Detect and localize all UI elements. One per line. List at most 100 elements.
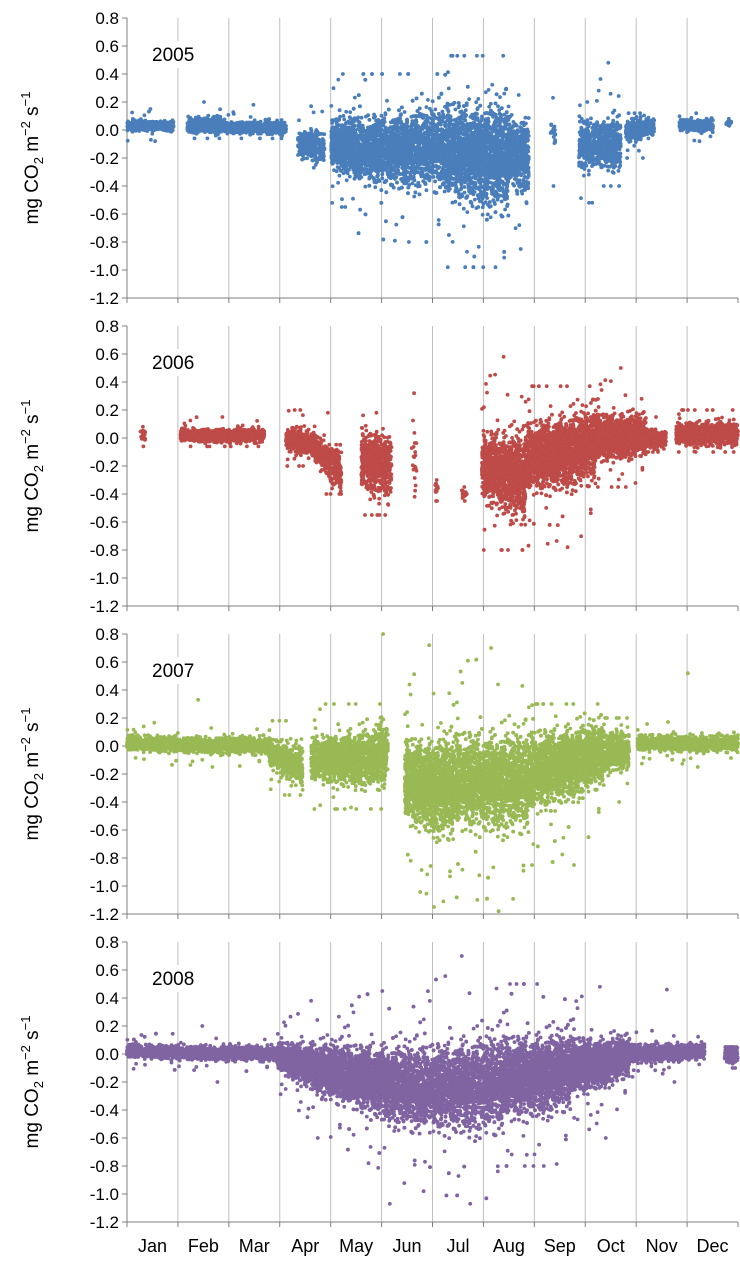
- data-point: [280, 118, 284, 122]
- data-point: [317, 138, 321, 142]
- data-point: [213, 131, 217, 135]
- data-point: [240, 124, 244, 128]
- data-point: [330, 201, 334, 205]
- data-point: [405, 118, 409, 122]
- data-point: [202, 117, 206, 121]
- data-point: [145, 129, 149, 133]
- y-tick-label: 0.6: [95, 37, 119, 56]
- data-point: [433, 180, 437, 184]
- data-point: [212, 128, 216, 132]
- data-point: [246, 127, 250, 131]
- data-point: [316, 131, 320, 135]
- data-point: [331, 154, 335, 158]
- data-point: [271, 124, 275, 128]
- data-point: [385, 99, 389, 103]
- data-point: [264, 128, 268, 132]
- data-point: [424, 168, 428, 172]
- data-point: [137, 124, 141, 128]
- data-point: [414, 118, 418, 122]
- data-point: [303, 134, 307, 138]
- data-point: [190, 124, 194, 128]
- data-point: [363, 78, 367, 82]
- data-point: [130, 111, 134, 115]
- data-point: [202, 100, 206, 104]
- data-point: [259, 122, 263, 126]
- data-point: [135, 120, 139, 124]
- data-point: [158, 123, 162, 127]
- data-point: [431, 99, 435, 103]
- data-point: [334, 117, 338, 121]
- data-point: [437, 218, 441, 222]
- data-point: [374, 180, 378, 184]
- data-point: [151, 125, 155, 129]
- data-point: [267, 117, 271, 121]
- data-point: [406, 191, 410, 195]
- data-point: [130, 126, 134, 130]
- data-point: [336, 143, 340, 147]
- data-point: [275, 119, 279, 123]
- data-point: [300, 158, 304, 162]
- data-point: [249, 115, 253, 119]
- data-point: [424, 182, 428, 186]
- y-axis-label: mg CO2 m−2 s−1: [18, 92, 46, 225]
- data-point: [223, 122, 227, 126]
- data-point: [344, 154, 348, 158]
- data-point: [438, 185, 442, 189]
- data-point: [415, 97, 419, 101]
- data-point: [349, 154, 353, 158]
- data-point: [309, 104, 313, 108]
- data-point: [368, 118, 372, 122]
- data-point: [360, 116, 364, 120]
- data-point: [186, 125, 190, 129]
- data-point: [171, 124, 175, 128]
- data-point: [339, 169, 343, 173]
- data-point: [234, 126, 238, 130]
- data-point: [254, 123, 258, 127]
- data-point: [409, 153, 413, 157]
- data-point: [336, 181, 340, 185]
- data-point: [344, 165, 348, 169]
- data-point: [240, 120, 244, 124]
- data-point: [215, 117, 219, 121]
- data-point: [341, 136, 345, 140]
- data-point: [308, 154, 312, 158]
- data-point: [301, 152, 305, 156]
- data-point: [366, 113, 370, 117]
- data-point: [443, 190, 447, 194]
- data-point: [349, 165, 353, 169]
- data-point: [336, 153, 340, 157]
- data-point: [425, 105, 429, 109]
- data-point: [208, 124, 212, 128]
- data-point: [380, 176, 384, 180]
- data-point: [357, 173, 361, 177]
- data-point: [430, 110, 434, 114]
- data-point: [420, 92, 424, 96]
- data-point: [425, 118, 429, 122]
- data-point: [312, 166, 316, 170]
- data-point: [126, 139, 130, 143]
- data-point: [394, 223, 398, 227]
- data-point: [270, 131, 274, 135]
- data-point: [425, 176, 429, 180]
- data-point: [395, 181, 399, 185]
- data-point: [403, 110, 407, 114]
- data-point: [312, 111, 316, 115]
- data-point: [168, 129, 172, 133]
- data-point: [154, 120, 158, 124]
- data-point: [194, 126, 198, 130]
- data-point: [338, 174, 342, 178]
- data-point: [337, 137, 341, 141]
- data-point: [410, 115, 414, 119]
- data-point: [240, 137, 244, 141]
- data-point: [393, 239, 397, 243]
- data-point: [131, 117, 135, 121]
- data-point: [338, 108, 342, 112]
- scatter-series-2005: [125, 54, 733, 269]
- data-point: [143, 113, 147, 117]
- y-tick-label: 0.2: [95, 93, 119, 112]
- data-point: [205, 121, 209, 125]
- data-point: [363, 185, 367, 189]
- data-point: [146, 120, 150, 124]
- data-point: [384, 219, 388, 223]
